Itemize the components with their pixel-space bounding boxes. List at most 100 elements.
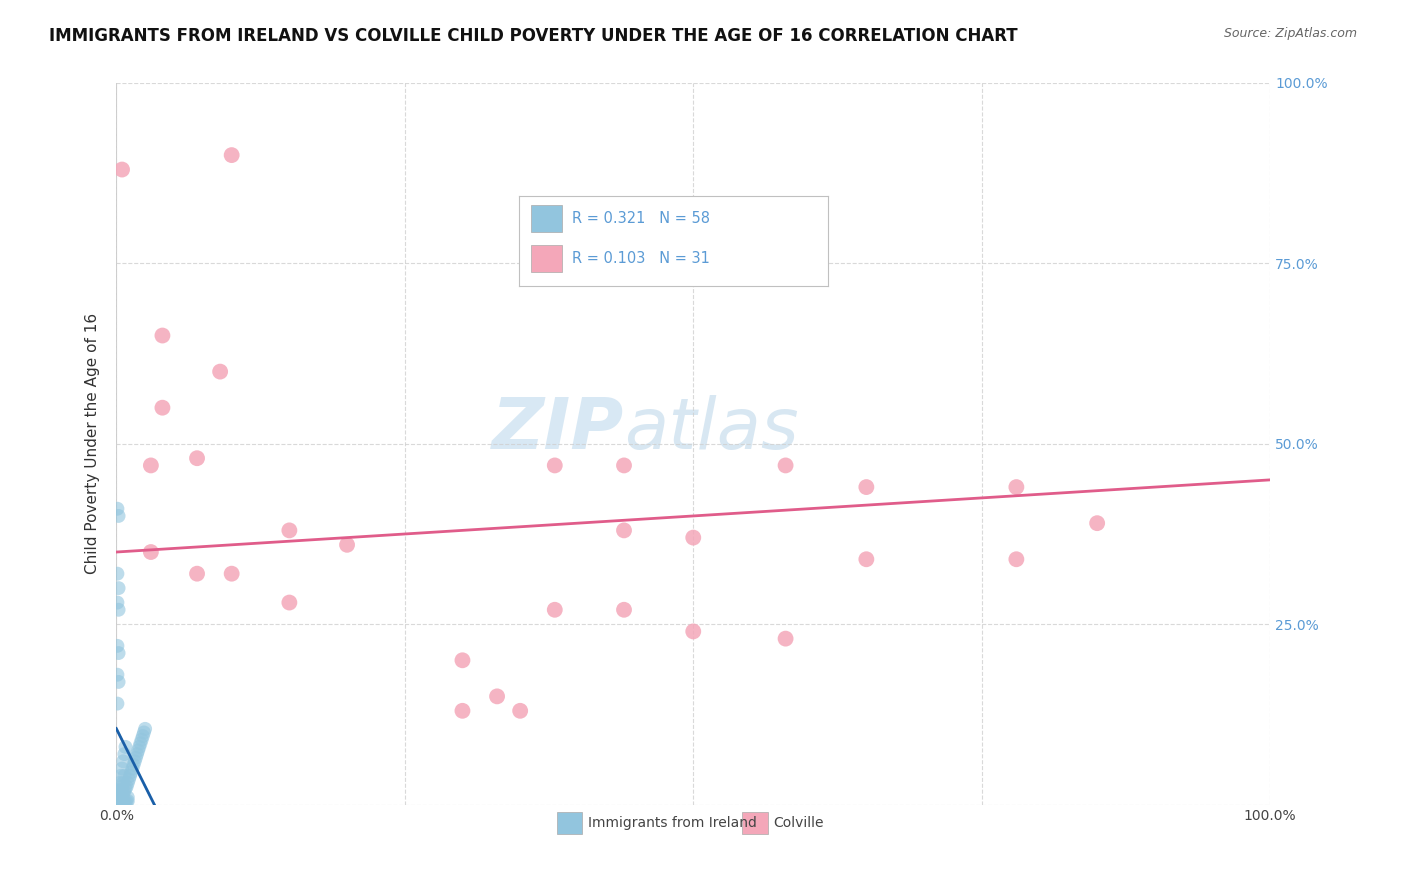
Point <box>108 776 131 790</box>
Point <box>108 794 131 808</box>
Point <box>129 736 152 750</box>
Point <box>117 776 139 790</box>
Point <box>112 754 135 768</box>
Point <box>110 792 132 806</box>
Point <box>107 697 129 711</box>
Point <box>1085 516 1108 531</box>
Point <box>120 765 142 780</box>
Point <box>139 458 162 473</box>
Point <box>111 795 134 809</box>
Point <box>112 784 135 798</box>
Point <box>544 458 567 473</box>
Y-axis label: Child Poverty Under the Age of 16: Child Poverty Under the Age of 16 <box>86 313 100 574</box>
Point <box>855 552 877 566</box>
Point <box>544 603 567 617</box>
Point <box>278 596 301 610</box>
Text: R = 0.321   N = 58: R = 0.321 N = 58 <box>572 211 710 227</box>
Text: Colville: Colville <box>773 816 824 830</box>
Point <box>107 501 129 516</box>
Point <box>107 790 129 805</box>
Point <box>124 754 146 768</box>
Point <box>111 162 134 177</box>
Point <box>139 545 162 559</box>
Point <box>108 794 131 808</box>
Point <box>613 458 636 473</box>
Point <box>775 632 797 646</box>
Text: Immigrants from Ireland: Immigrants from Ireland <box>588 816 756 830</box>
Text: IMMIGRANTS FROM IRELAND VS COLVILLE CHILD POVERTY UNDER THE AGE OF 16 CORRELATIO: IMMIGRANTS FROM IRELAND VS COLVILLE CHIL… <box>49 27 1018 45</box>
Point <box>112 787 135 801</box>
Point <box>122 758 145 772</box>
Point <box>613 603 636 617</box>
Point <box>112 796 135 810</box>
Text: atlas: atlas <box>624 395 799 464</box>
Point <box>107 639 129 653</box>
Point <box>221 566 243 581</box>
Point <box>114 796 136 810</box>
Point <box>125 750 148 764</box>
Point <box>107 508 129 523</box>
Point <box>108 787 131 801</box>
Point <box>111 780 134 794</box>
Text: R = 0.103   N = 31: R = 0.103 N = 31 <box>572 252 710 267</box>
Point <box>107 646 129 660</box>
Point <box>107 667 129 681</box>
Point <box>110 783 132 797</box>
Point <box>127 743 149 757</box>
Point <box>451 653 474 667</box>
Point <box>186 566 208 581</box>
Point <box>110 796 132 810</box>
Point <box>131 732 153 747</box>
Point <box>1005 552 1028 566</box>
Point <box>336 538 359 552</box>
Point <box>115 780 138 794</box>
Point <box>112 769 135 783</box>
Point <box>107 603 129 617</box>
Point <box>125 747 148 761</box>
Point <box>112 747 135 761</box>
Point <box>221 148 243 162</box>
Point <box>486 690 509 704</box>
Point <box>278 524 301 538</box>
Point <box>134 722 156 736</box>
Point <box>509 704 531 718</box>
Point <box>613 524 636 538</box>
Point <box>114 739 136 754</box>
Point <box>209 365 232 379</box>
Text: ZIP: ZIP <box>492 395 624 464</box>
Point <box>117 790 139 805</box>
Point <box>121 762 143 776</box>
Point <box>112 793 135 807</box>
Point <box>112 776 135 790</box>
Point <box>114 781 136 796</box>
Text: Source: ZipAtlas.com: Source: ZipAtlas.com <box>1223 27 1357 40</box>
Point <box>107 581 129 595</box>
Point <box>117 794 139 808</box>
Point <box>1005 480 1028 494</box>
Point <box>682 531 704 545</box>
Bar <box>531 245 562 272</box>
Point <box>132 725 155 739</box>
Point <box>111 762 134 776</box>
Point <box>855 480 877 494</box>
Point <box>107 794 129 808</box>
Point <box>107 792 129 806</box>
Bar <box>531 205 562 232</box>
Point <box>152 328 174 343</box>
Point <box>107 596 129 610</box>
Point <box>120 769 142 783</box>
Point <box>107 783 129 797</box>
Point <box>111 789 134 803</box>
Point <box>118 772 141 787</box>
Point <box>128 739 150 754</box>
Point <box>775 458 797 473</box>
Point <box>115 795 138 809</box>
Point <box>132 729 155 743</box>
Point <box>107 566 129 581</box>
Point <box>186 451 208 466</box>
Point <box>451 704 474 718</box>
Point <box>110 769 132 783</box>
Point <box>107 674 129 689</box>
Point <box>152 401 174 415</box>
Point <box>682 624 704 639</box>
